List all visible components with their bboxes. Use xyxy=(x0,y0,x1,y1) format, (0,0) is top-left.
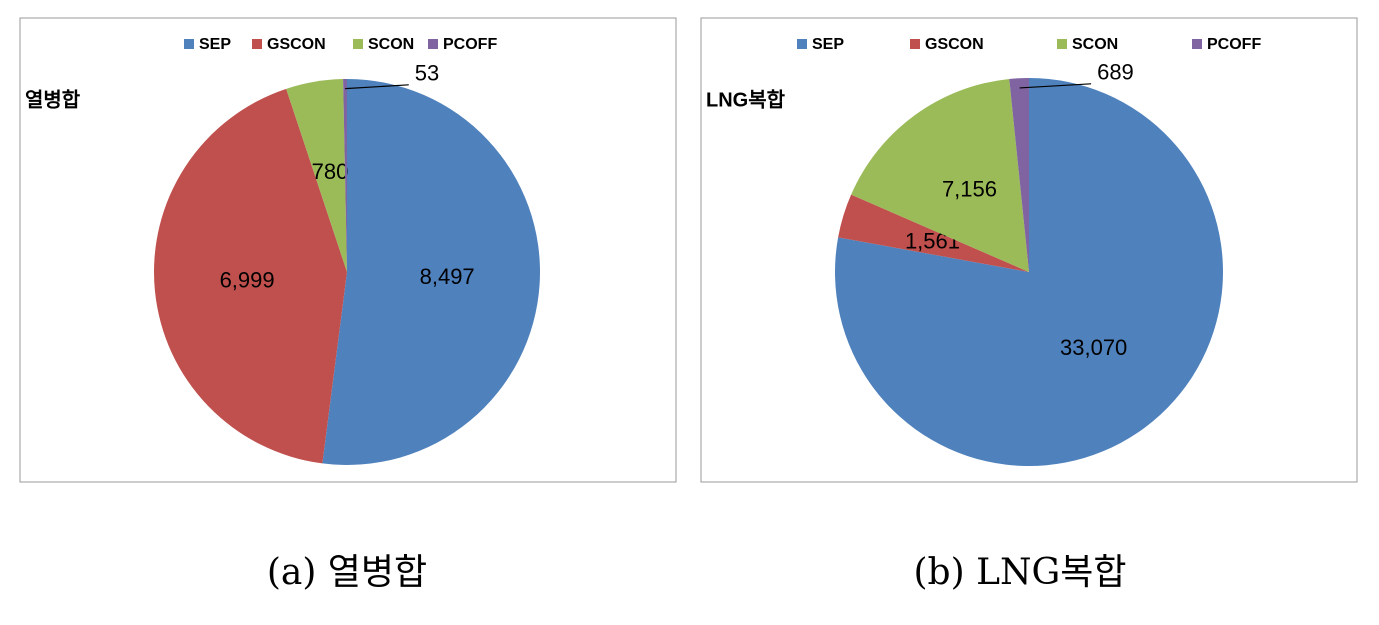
legend-swatch xyxy=(910,39,920,49)
pie-slice xyxy=(322,79,540,465)
chart-title: LNG복합 xyxy=(706,88,786,111)
legend-label: PCOFF xyxy=(443,36,497,53)
data-label: 6,999 xyxy=(220,267,275,292)
leader-line xyxy=(1019,83,1092,89)
data-label: 53 xyxy=(415,61,439,86)
legend-swatch xyxy=(1057,39,1067,49)
data-label: 8,497 xyxy=(420,264,475,289)
pie-slice xyxy=(343,79,347,272)
legend-swatch xyxy=(353,39,363,49)
legend-swatch xyxy=(252,39,262,49)
pie-slice xyxy=(1009,78,1029,272)
caption: (b) LNG복합 xyxy=(914,552,1127,593)
chart-title: 열병합 xyxy=(25,88,81,111)
data-label: 7,156 xyxy=(942,176,997,201)
data-label: 780 xyxy=(312,159,349,184)
legend-swatch xyxy=(184,39,194,49)
leader-line xyxy=(345,84,409,90)
caption: (a) 열병합 xyxy=(267,552,427,593)
legend-label: SCON xyxy=(368,36,414,53)
pie-slice xyxy=(153,88,347,464)
pie-slice xyxy=(286,79,347,272)
legend-swatch xyxy=(428,39,438,49)
legend-label: GSCON xyxy=(925,36,984,53)
pie-slice xyxy=(838,194,1029,272)
legend-label: SCON xyxy=(1072,36,1118,53)
pie-slice xyxy=(851,79,1029,272)
data-label: 689 xyxy=(1097,60,1134,85)
legend-swatch xyxy=(797,39,807,49)
legend-label: SEP xyxy=(199,36,231,53)
legend-swatch xyxy=(1192,39,1202,49)
legend-label: PCOFF xyxy=(1207,36,1261,53)
legend-label: GSCON xyxy=(267,36,326,53)
legend-label: SEP xyxy=(812,36,844,53)
data-label: 33,070 xyxy=(1060,335,1127,360)
